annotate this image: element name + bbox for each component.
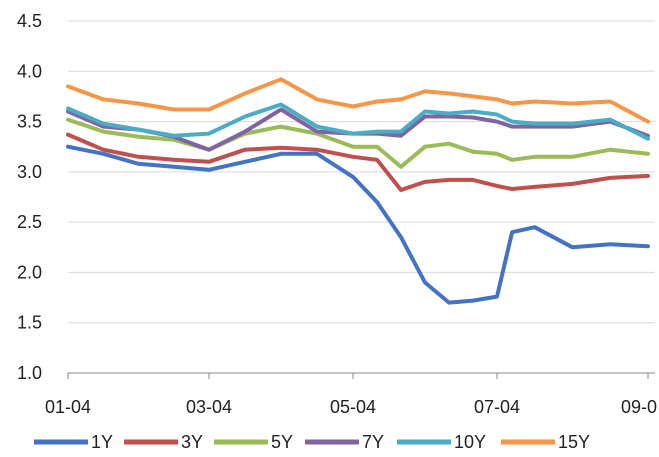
series-line-7Y [66, 107, 650, 152]
y-tick-label: 2.5 [17, 212, 42, 232]
series-line-10Y [66, 102, 650, 141]
x-tick-label: 01-04 [45, 397, 91, 417]
series-line-15Y [66, 77, 650, 124]
x-tick-label: 03-04 [186, 397, 232, 417]
legend-label-10Y: 10Y [454, 432, 486, 452]
x-tick-label: 09-0 [621, 397, 657, 417]
y-tick-label: 1.0 [17, 363, 42, 383]
y-tick-label: 4.0 [17, 61, 42, 81]
x-tick-label: 05-04 [330, 397, 376, 417]
series-line-1Y [66, 144, 650, 305]
series-line-3Y [66, 132, 650, 192]
x-tick-label: 07-04 [474, 397, 520, 417]
y-tick-label: 4.5 [17, 11, 42, 31]
y-tick-label: 1.5 [17, 313, 42, 333]
y-tick-label: 2.0 [17, 262, 42, 282]
y-tick-label: 3.5 [17, 112, 42, 132]
legend-label-1Y: 1Y [91, 432, 113, 452]
series-lines [66, 77, 650, 305]
axes: 1.0 1.5 2.0 2.5 3.0 3.5 4.0 4.5 01-04 03-04 05-04 0… [17, 11, 657, 417]
legend-label-7Y: 7Y [362, 432, 384, 452]
legend: 1Y 3Y 5Y 7Y 10Y 15Y [34, 432, 590, 452]
legend-label-15Y: 15Y [558, 432, 590, 452]
legend-label-3Y: 3Y [181, 432, 203, 452]
legend-label-5Y: 5Y [271, 432, 293, 452]
series-line-5Y [66, 117, 650, 169]
gridlines [68, 20, 655, 324]
y-tick-label: 3.0 [17, 162, 42, 182]
